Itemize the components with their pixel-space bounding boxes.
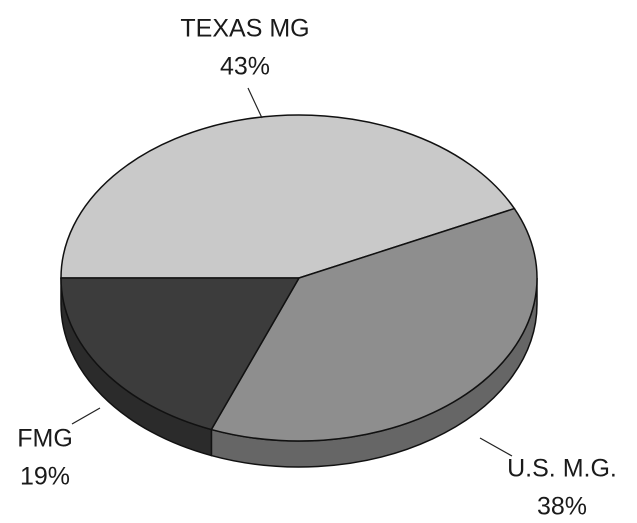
leader-line bbox=[247, 87, 263, 119]
slice-label: U.S. M.G. bbox=[507, 455, 617, 483]
slice-label: FMG bbox=[17, 425, 73, 453]
slice-value-label: 19% bbox=[20, 463, 70, 491]
leader-line bbox=[71, 407, 101, 425]
slice-value-label: 43% bbox=[220, 53, 270, 81]
slice-label: TEXAS MG bbox=[180, 15, 309, 43]
leader-line bbox=[479, 437, 513, 457]
pie-tops bbox=[60, 114, 538, 442]
pie-slice bbox=[60, 277, 301, 431]
pie-slice bbox=[60, 114, 516, 279]
labels: TEXAS MG 43% U.S. M.G. 38% FMG 19% bbox=[17, 15, 617, 521]
pie-slice bbox=[210, 207, 538, 442]
slice-value-label: 38% bbox=[537, 493, 587, 521]
